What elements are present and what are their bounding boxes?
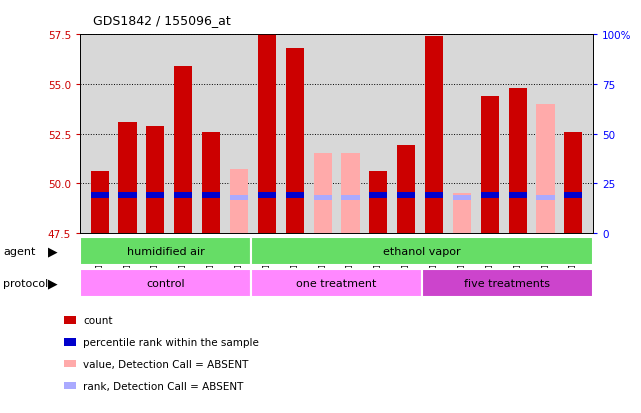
Bar (425, 193, 443, 199)
Bar (369, 193, 387, 199)
Bar (564, 132, 583, 233)
Bar (251, 237, 593, 265)
Text: control: control (146, 278, 185, 288)
Text: rank, Detection Call = ABSENT: rank, Detection Call = ABSENT (83, 381, 244, 391)
Bar (80, 269, 251, 297)
Bar (251, 269, 422, 297)
Text: value, Detection Call = ABSENT: value, Detection Call = ABSENT (83, 359, 249, 369)
Text: one treatment: one treatment (296, 278, 377, 288)
Text: humidified air: humidified air (127, 246, 204, 256)
Text: agent: agent (3, 246, 36, 256)
Bar (397, 193, 415, 199)
Bar (453, 196, 471, 201)
Bar (508, 89, 527, 233)
Text: count: count (83, 315, 113, 325)
Bar (453, 194, 471, 233)
Bar (146, 193, 165, 199)
Bar (230, 170, 248, 233)
Bar (537, 104, 554, 233)
Bar (422, 269, 593, 297)
Bar (481, 193, 499, 199)
Text: five treatments: five treatments (465, 278, 551, 288)
Bar (313, 196, 331, 201)
Text: ▶: ▶ (48, 277, 58, 290)
Bar (119, 122, 137, 233)
Bar (146, 126, 165, 233)
Bar (286, 49, 304, 233)
Bar (258, 193, 276, 199)
Bar (258, 35, 276, 233)
Bar (90, 172, 109, 233)
Bar (80, 237, 251, 265)
Text: GDS1842 / 155096_at: GDS1842 / 155096_at (93, 14, 231, 27)
Text: percentile rank within the sample: percentile rank within the sample (83, 337, 259, 347)
Bar (202, 132, 220, 233)
Text: ethanol vapor: ethanol vapor (383, 246, 461, 256)
Bar (230, 196, 248, 201)
Bar (425, 37, 443, 233)
Text: ▶: ▶ (48, 244, 58, 258)
Bar (286, 193, 304, 199)
Bar (90, 193, 109, 199)
Bar (397, 146, 415, 233)
Bar (313, 154, 331, 233)
Bar (508, 193, 527, 199)
Bar (342, 196, 360, 201)
Text: protocol: protocol (3, 278, 49, 288)
Bar (537, 196, 554, 201)
Bar (174, 193, 192, 199)
Bar (564, 193, 583, 199)
Bar (369, 172, 387, 233)
Bar (119, 193, 137, 199)
Bar (174, 67, 192, 233)
Bar (342, 154, 360, 233)
Bar (202, 193, 220, 199)
Bar (481, 97, 499, 233)
